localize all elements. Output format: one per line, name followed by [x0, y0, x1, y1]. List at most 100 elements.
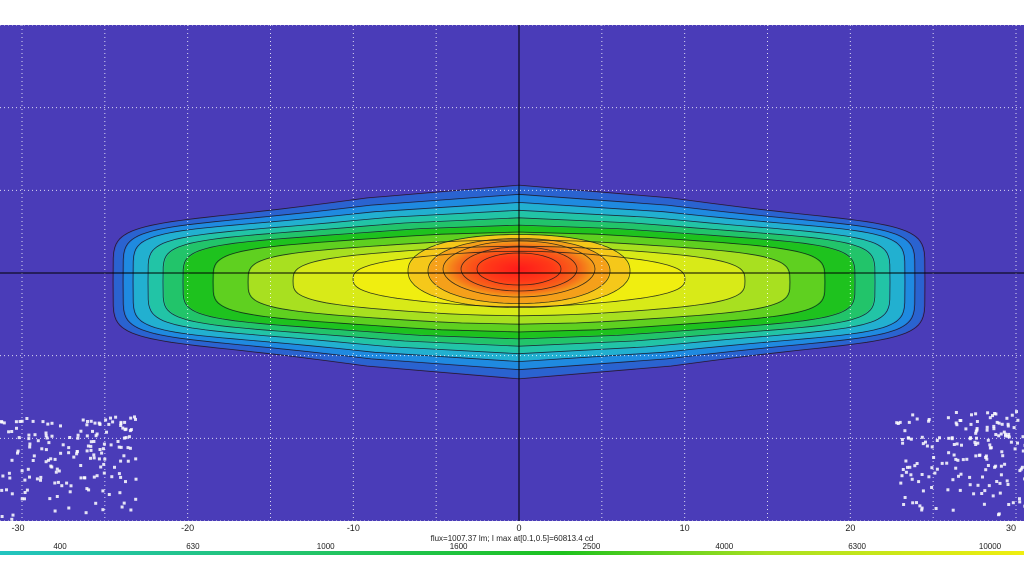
noise-dot	[87, 488, 90, 491]
noise-dot	[990, 446, 993, 449]
noise-dot	[970, 413, 973, 416]
noise-dot	[33, 454, 36, 457]
noise-dot	[24, 491, 27, 494]
noise-dot	[904, 460, 907, 463]
noise-dot	[960, 473, 963, 476]
noise-dot	[34, 433, 37, 436]
noise-dot	[28, 476, 31, 479]
noise-dot	[964, 427, 967, 430]
noise-dot	[55, 471, 58, 474]
noise-dot	[1016, 419, 1019, 422]
noise-dot	[1000, 450, 1003, 453]
noise-dot	[8, 477, 11, 480]
noise-dot	[906, 466, 909, 469]
noise-dot	[909, 473, 912, 476]
noise-dot	[980, 492, 983, 495]
noise-dot	[927, 475, 930, 478]
noise-dot	[127, 460, 130, 463]
noise-dot	[959, 489, 962, 492]
noise-dot	[986, 411, 989, 414]
noise-dot	[1021, 466, 1024, 469]
noise-dot	[60, 484, 63, 487]
scale-label: 2500	[583, 542, 601, 551]
noise-dot	[1000, 473, 1003, 476]
noise-dot	[90, 440, 93, 443]
noise-dot	[90, 449, 93, 452]
noise-dot	[48, 497, 51, 500]
scale-label: 1000	[317, 542, 335, 551]
noise-dot	[133, 415, 136, 418]
noise-dot	[969, 437, 972, 440]
noise-dot	[56, 495, 59, 498]
noise-dot	[134, 457, 137, 460]
noise-dot	[72, 456, 75, 459]
noise-dot	[47, 459, 50, 462]
noise-dot	[128, 435, 131, 438]
noise-dot	[123, 421, 126, 424]
noise-dot	[42, 420, 45, 423]
noise-dot	[99, 466, 102, 469]
noise-dot	[121, 506, 124, 509]
noise-dot	[999, 482, 1002, 485]
noise-dot	[11, 492, 14, 495]
noise-dot	[921, 473, 924, 476]
noise-dot	[920, 509, 923, 512]
noise-dot	[93, 476, 96, 479]
noise-dot	[922, 489, 925, 492]
noise-dot	[972, 492, 975, 495]
noise-dot	[973, 441, 976, 444]
noise-dot	[992, 494, 995, 497]
noise-dot	[936, 468, 939, 471]
noise-dot	[110, 475, 113, 478]
noise-dot	[113, 466, 116, 469]
noise-dot	[994, 433, 997, 436]
noise-dot	[936, 439, 939, 442]
noise-dot	[91, 430, 94, 433]
noise-dot	[67, 507, 70, 510]
noise-dot	[83, 476, 86, 479]
noise-dot	[62, 443, 65, 446]
noise-dot	[114, 416, 117, 419]
noise-dot	[1010, 441, 1013, 444]
noise-dot	[947, 451, 950, 454]
noise-dot	[970, 423, 973, 426]
noise-dot	[101, 489, 104, 492]
noise-dot	[79, 464, 82, 467]
noise-dot	[94, 502, 97, 505]
noise-dot	[27, 434, 30, 437]
noise-dot	[82, 419, 85, 422]
noise-dot	[109, 417, 112, 420]
noise-dot	[59, 424, 62, 427]
noise-dot	[10, 430, 13, 433]
noise-dot	[945, 462, 948, 465]
noise-dot	[997, 513, 1000, 516]
x-tick-label: -10	[347, 523, 360, 533]
noise-dot	[39, 479, 42, 482]
noise-dot	[1003, 463, 1006, 466]
noise-dot	[79, 430, 82, 433]
noise-dot	[28, 446, 31, 449]
noise-dot	[90, 420, 93, 423]
noise-dot	[986, 426, 989, 429]
noise-dot	[89, 457, 92, 460]
noise-dot	[897, 422, 900, 425]
noise-dot	[119, 424, 122, 427]
noise-dot	[123, 502, 126, 505]
noise-dot	[947, 416, 950, 419]
noise-dot	[916, 462, 919, 465]
noise-dot	[902, 503, 905, 506]
noise-dot	[110, 443, 113, 446]
noise-dot	[905, 471, 908, 474]
x-tick-label: -30	[11, 523, 24, 533]
noise-dot	[103, 472, 106, 475]
noise-dot	[86, 449, 89, 452]
noise-dot	[960, 444, 963, 447]
noise-dot	[928, 418, 931, 421]
noise-dot	[985, 455, 988, 458]
noise-dot	[1013, 426, 1016, 429]
noise-dot	[111, 420, 114, 423]
noise-dot	[902, 468, 905, 471]
noise-dot	[53, 482, 56, 485]
